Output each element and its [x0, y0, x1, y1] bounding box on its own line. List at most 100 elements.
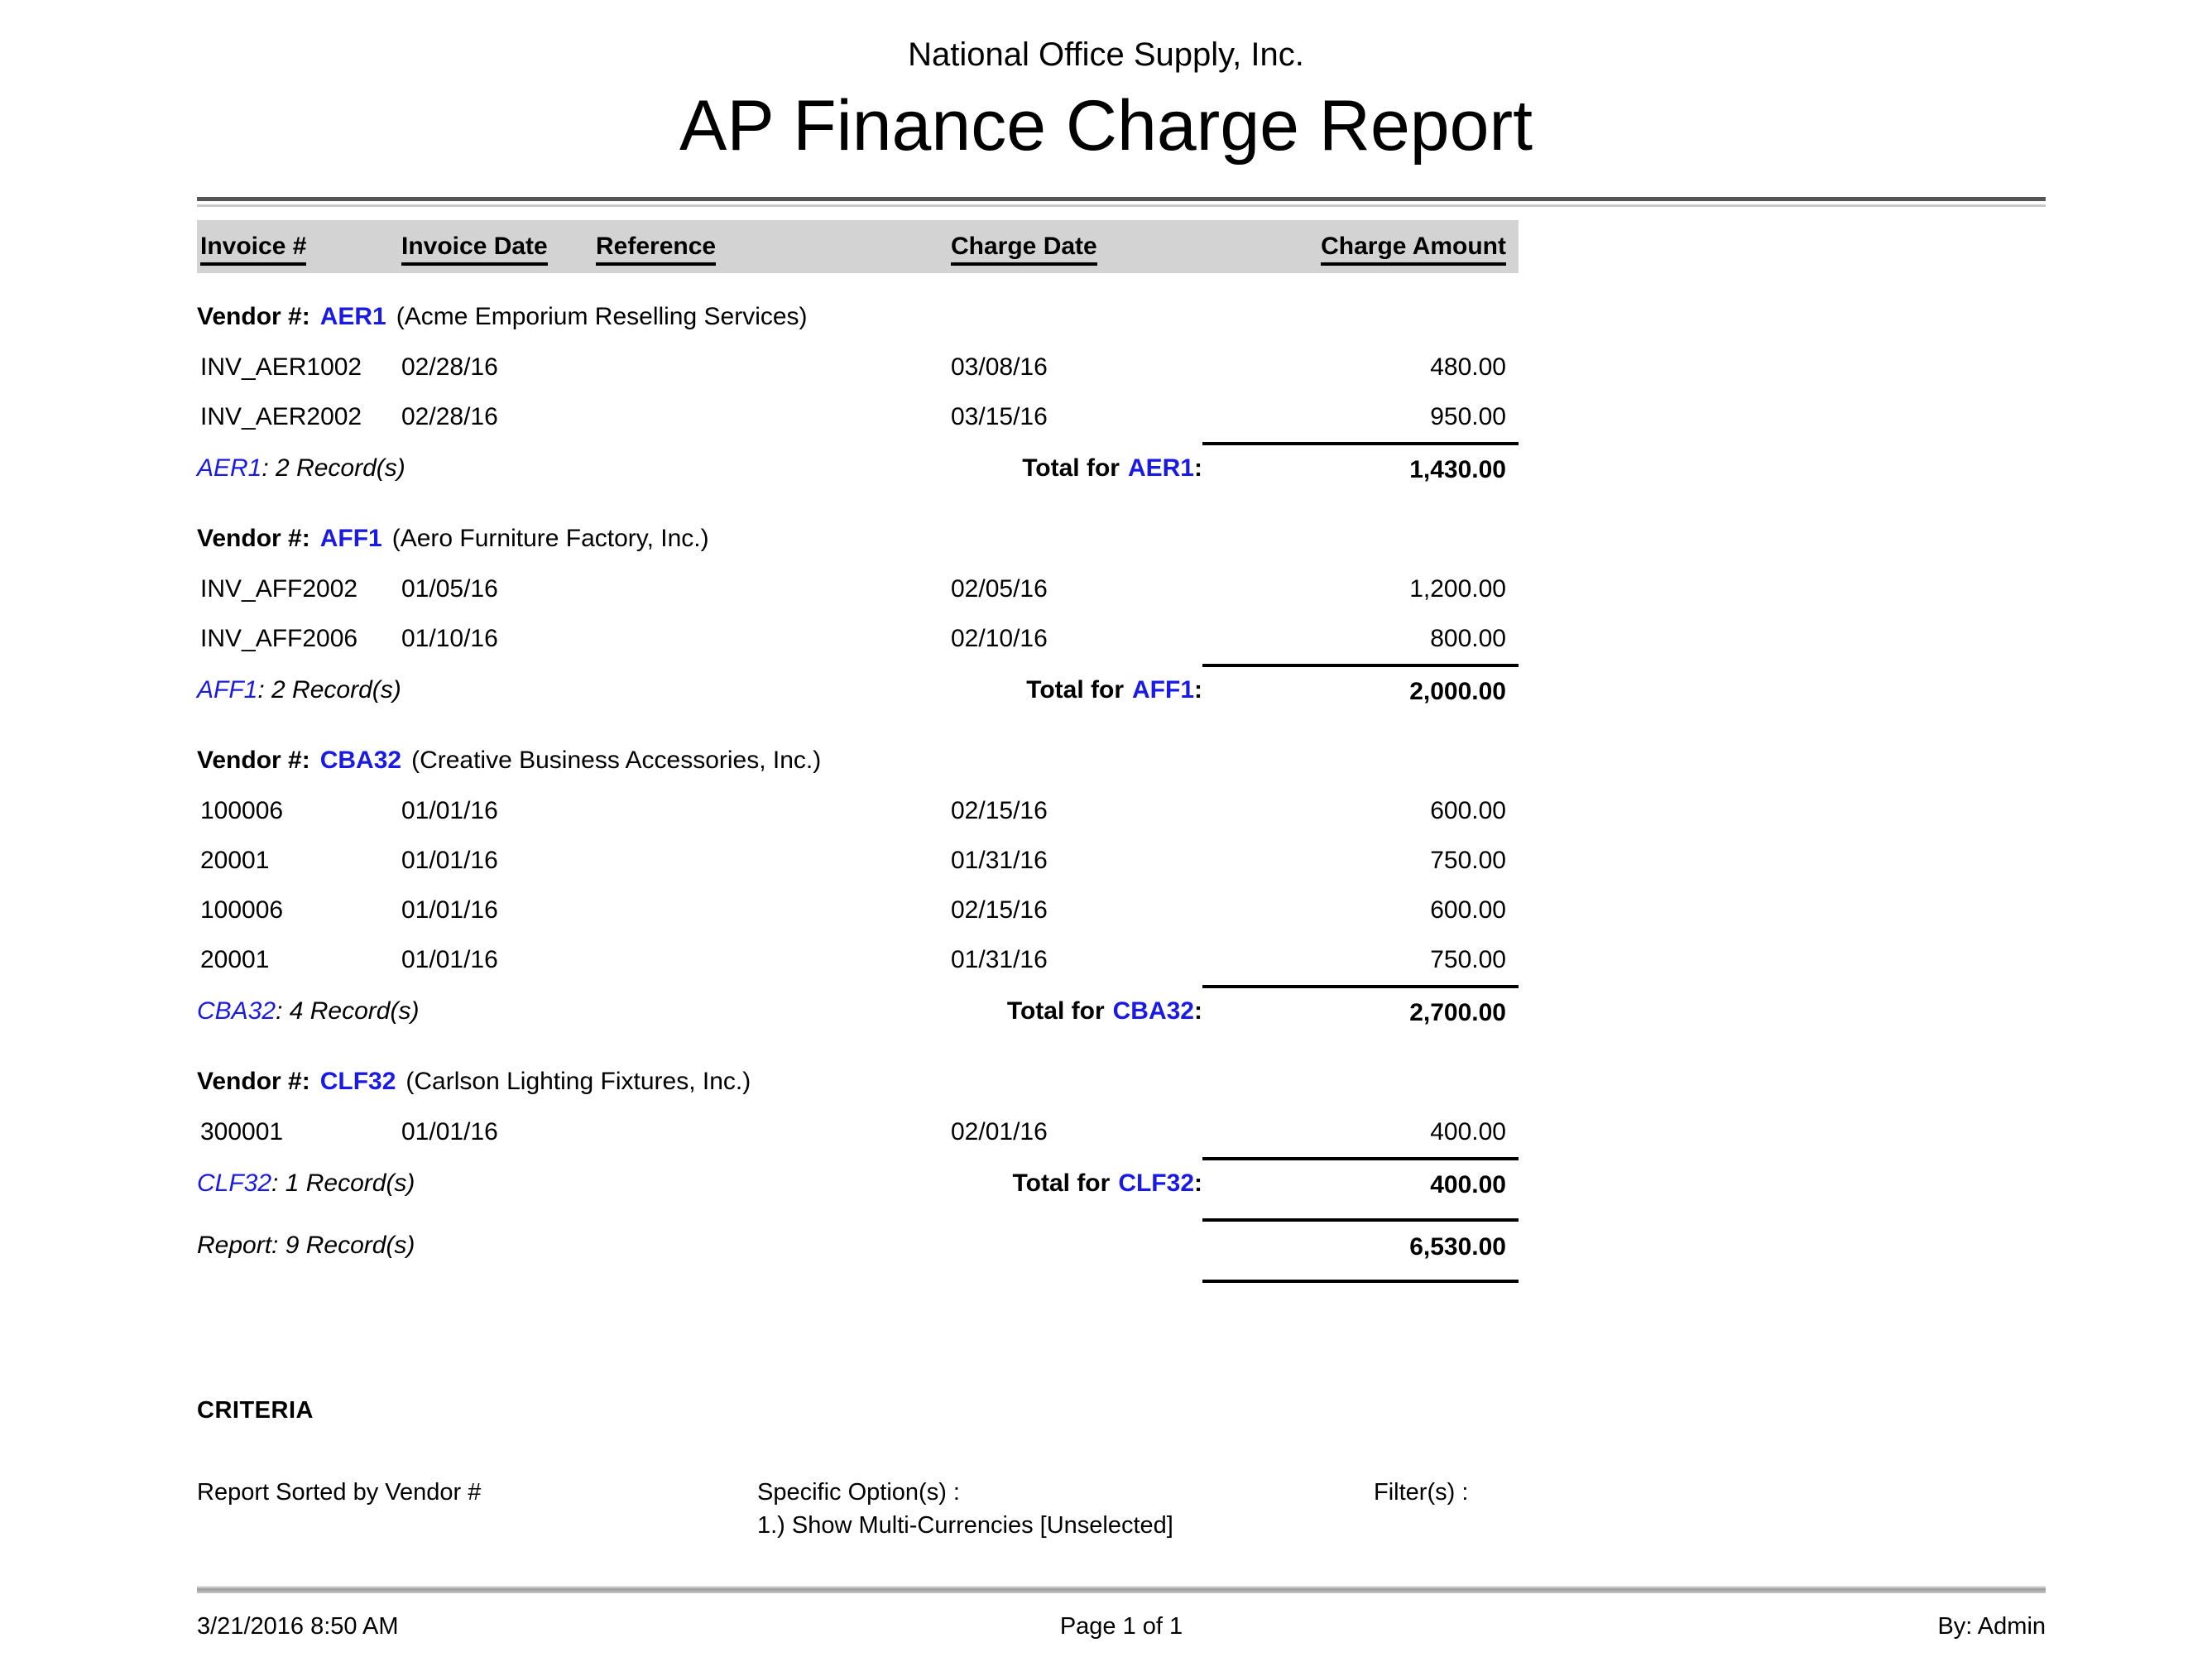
vendor-record-count: AER1: 2 Record(s) — [197, 454, 405, 482]
vendor-prefix-label: Vendor #: — [197, 1068, 310, 1095]
invoice-row: INV_AER1002 02/28/16 03/08/16 480.00 — [197, 343, 1519, 392]
vendor-total-row: CLF32: 1 Record(s) Total for CLF32: 400.0… — [197, 1157, 1519, 1210]
vendor-total-label: Total for AER1: — [1022, 454, 1202, 482]
criteria-heading: CRITERIA — [197, 1397, 314, 1424]
invoice-row: INV_AFF2006 01/10/16 02/10/16 800.00 — [197, 614, 1519, 664]
vendor-prefix-label: Vendor #: — [197, 303, 310, 330]
invoice-date-cell: 02/28/16 — [401, 353, 498, 381]
invoice-number-cell: 20001 — [200, 946, 270, 973]
report-total-amount: 6,530.00 — [1202, 1218, 1519, 1283]
vendor-total-row: AER1: 2 Record(s) Total for AER1: 1,430.0… — [197, 442, 1519, 495]
charge-amount-cell: 750.00 — [1430, 847, 1506, 874]
report-total-row: Report: 9 Record(s) 6,530.00 — [197, 1218, 1519, 1283]
invoice-date-cell: 01/01/16 — [401, 797, 498, 824]
vendor-total-row: AFF1: 2 Record(s) Total for AFF1: 2,000.0… — [197, 664, 1519, 717]
vendor-total-label: Total for CLF32: — [1012, 1170, 1202, 1197]
footer-datetime: 3/21/2016 8:50 AM — [197, 1613, 399, 1640]
report-header: National Office Supply, Inc. AP Finance … — [0, 0, 2212, 167]
footer-author: By: Admin — [1937, 1613, 2046, 1640]
vendor-name: (Aero Furniture Factory, Inc.) — [391, 525, 709, 552]
charge-date-cell: 02/10/16 — [951, 625, 1048, 652]
vendor-total-amount: 1,430.00 — [1202, 442, 1519, 495]
column-header-charge-amount: Charge Amount — [1202, 233, 1519, 266]
vendor-group-header: Vendor #: CBA32 (Creative Business Acces… — [197, 735, 1519, 786]
criteria-specific-options: Specific Option(s) : 1.) Show Multi-Curr… — [757, 1476, 1374, 1542]
criteria-filters-label: Filter(s) : — [1374, 1479, 1469, 1506]
criteria-specific-options-label: Specific Option(s) : — [757, 1479, 960, 1506]
invoice-number-cell: 100006 — [200, 797, 284, 824]
criteria-specific-option-item: 1.) Show Multi-Currencies [Unselected] — [757, 1512, 1173, 1539]
footer-page-number: Page 1 of 1 — [1059, 1613, 1183, 1640]
vendor-name: (Acme Emporium Reselling Services) — [396, 303, 808, 330]
charge-date-cell: 01/31/16 — [951, 946, 1048, 973]
invoice-number-cell: 20001 — [200, 847, 270, 874]
vendor-code-link[interactable]: AER1 — [319, 303, 386, 330]
charge-amount-cell: 400.00 — [1430, 1118, 1506, 1145]
vendor-prefix-label: Vendor #: — [197, 747, 310, 774]
invoice-date-cell: 01/05/16 — [401, 575, 498, 603]
charge-date-cell: 02/15/16 — [951, 797, 1048, 824]
charge-amount-cell: 600.00 — [1430, 797, 1506, 824]
vendor-total-amount: 2,700.00 — [1202, 985, 1519, 1038]
vendor-group-header: Vendor #: AER1 (Acme Emporium Reselling … — [197, 291, 1519, 343]
invoice-date-cell: 01/01/16 — [401, 1118, 498, 1145]
header-divider — [197, 197, 2046, 207]
charge-amount-cell: 750.00 — [1430, 946, 1506, 973]
vendor-group-header: Vendor #: AFF1 (Aero Furniture Factory, … — [197, 513, 1519, 564]
column-header-invoice-date: Invoice Date — [401, 233, 596, 266]
report-record-count: Report: 9 Record(s) — [197, 1232, 415, 1259]
criteria-section: CRITERIA Report Sorted by Vendor # Speci… — [197, 1397, 2212, 1542]
invoice-date-cell: 01/01/16 — [401, 946, 498, 973]
invoice-row: 100006 01/01/16 02/15/16 600.00 — [197, 886, 1519, 935]
vendor-code-link[interactable]: CLF32 — [319, 1068, 396, 1095]
vendor-record-count: AFF1: 2 Record(s) — [197, 676, 401, 704]
vendor-record-count: CBA32: 4 Record(s) — [197, 997, 420, 1025]
finance-charge-table: Invoice # Invoice Date Reference Charge … — [197, 220, 1519, 1283]
invoice-number-cell: 300001 — [200, 1118, 284, 1145]
invoice-row: 300001 01/01/16 02/01/16 400.00 — [197, 1107, 1519, 1157]
invoice-row: 100006 01/01/16 02/15/16 600.00 — [197, 786, 1519, 836]
divider-line-light — [197, 204, 2046, 207]
table-header-row: Invoice # Invoice Date Reference Charge … — [197, 220, 1519, 273]
charge-date-cell: 02/01/16 — [951, 1118, 1048, 1145]
invoice-date-cell: 01/10/16 — [401, 625, 498, 652]
company-name: National Office Supply, Inc. — [908, 36, 1304, 73]
charge-amount-cell: 800.00 — [1430, 625, 1506, 652]
vendor-total-amount: 2,000.00 — [1202, 664, 1519, 717]
invoice-number-cell: INV_AER1002 — [200, 353, 362, 381]
vendor-code-link[interactable]: AFF1 — [319, 525, 382, 552]
charge-date-cell: 01/31/16 — [951, 847, 1048, 874]
vendor-total-label: Total for AFF1: — [1026, 676, 1202, 704]
charge-amount-cell: 600.00 — [1430, 896, 1506, 924]
vendor-name: (Carlson Lighting Fixtures, Inc.) — [405, 1068, 751, 1095]
vendor-code-link[interactable]: CBA32 — [319, 747, 402, 774]
vendor-record-count: CLF32: 1 Record(s) — [197, 1170, 415, 1197]
report-footer: 3/21/2016 8:50 AM Page 1 of 1 By: Admin — [197, 1586, 2046, 1640]
vendor-prefix-label: Vendor #: — [197, 525, 310, 552]
invoice-number-cell: INV_AFF2006 — [200, 625, 358, 652]
invoice-date-cell: 02/28/16 — [401, 403, 498, 430]
invoice-number-cell: 100006 — [200, 896, 284, 924]
charge-date-cell: 02/05/16 — [951, 575, 1048, 603]
criteria-sorted-by: Report Sorted by Vendor # — [197, 1479, 482, 1506]
vendor-group-header: Vendor #: CLF32 (Carlson Lighting Fixtur… — [197, 1056, 1519, 1107]
invoice-row: 20001 01/01/16 01/31/16 750.00 — [197, 836, 1519, 886]
charge-date-cell: 03/08/16 — [951, 353, 1048, 381]
divider-line-dark — [197, 197, 2046, 201]
page-title: AP Finance Charge Report — [679, 86, 1533, 166]
charge-date-cell: 02/15/16 — [951, 896, 1048, 924]
invoice-number-cell: INV_AER2002 — [200, 403, 362, 430]
vendor-total-row: CBA32: 4 Record(s) Total for CBA32: 2,700… — [197, 985, 1519, 1038]
charge-amount-cell: 480.00 — [1430, 353, 1506, 381]
invoice-date-cell: 01/01/16 — [401, 847, 498, 874]
vendor-total-amount: 400.00 — [1202, 1157, 1519, 1210]
invoice-date-cell: 01/01/16 — [401, 896, 498, 924]
vendor-name: (Creative Business Accessories, Inc.) — [411, 747, 822, 774]
invoice-number-cell: INV_AFF2002 — [200, 575, 358, 603]
charge-amount-cell: 1,200.00 — [1409, 575, 1506, 603]
footer-divider — [197, 1586, 2046, 1593]
charge-date-cell: 03/15/16 — [951, 403, 1048, 430]
column-header-invoice: Invoice # — [197, 233, 401, 266]
charge-amount-cell: 950.00 — [1430, 403, 1506, 430]
